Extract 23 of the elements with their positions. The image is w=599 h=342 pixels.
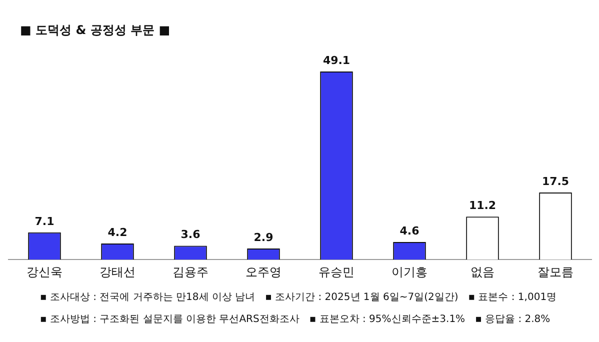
text: ▪ 조사대상 : 전국에 거주하는 만18세 이상 남녀 (40, 292, 256, 303)
text: ▪ 응답율 : 2.8% (475, 314, 550, 325)
data-label: 2.9 (254, 230, 274, 244)
data-label: 7.1 (34, 214, 54, 228)
chart-title: ■ 도덕성 & 공정성 부문 ■ (20, 22, 170, 39)
data-label: 4.2 (108, 226, 128, 239)
x-tick-label: 강신욱 (26, 265, 62, 280)
x-tick-label: 김용주 (172, 265, 208, 280)
data-label: 4.6 (400, 224, 420, 238)
data-label: 3.6 (180, 228, 201, 242)
text: ▪ 조사기간 : 2025년 1월 6일~7일(2일간) (265, 292, 458, 303)
x-tick-label: 없음 (470, 265, 494, 280)
x-tick-label: 오주영 (246, 265, 282, 280)
data-label: 49.1 (322, 54, 350, 67)
x-tick-label: 유승민 (318, 265, 354, 280)
text: ▪ 표본수 : 1,001명 (468, 292, 557, 303)
data-label: 17.5 (542, 174, 570, 188)
text: ▪ 조사방법 : 구조화된 설문지를 이용한 무선ARS전화조사 (40, 314, 300, 325)
text: ▪ 표본오차 : 95%신뢰수준±3.1% (309, 314, 466, 325)
x-tick-label: 잘모름 (538, 265, 574, 280)
x-tick-label: 이기흥 (392, 265, 428, 280)
data-label: 11.2 (468, 199, 496, 212)
x-tick-label: 강태선 (100, 265, 136, 280)
